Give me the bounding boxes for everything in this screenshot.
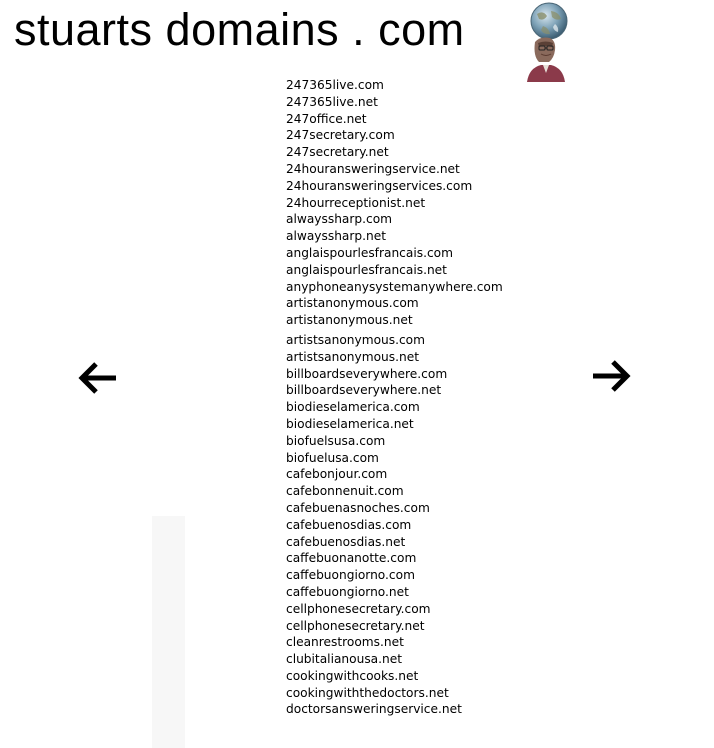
list-item: 247secretary.net (286, 144, 503, 161)
domain-link[interactable]: 247office.net (286, 111, 367, 126)
domain-link[interactable]: cafebonjour.com (286, 467, 388, 482)
domain-link[interactable]: 24hourreceptionist.net (286, 195, 426, 210)
list-item: doctorsansweringservice.net (286, 701, 503, 718)
domain-link[interactable]: biofuelsusa.com (286, 433, 386, 448)
list-item: 247365live.com (286, 77, 503, 94)
list-item: biodieselamerica.net (286, 416, 503, 433)
domain-link[interactable]: cafebuenasnoches.com (286, 500, 430, 515)
list-item: anglaispourlesfrancais.com (286, 245, 503, 262)
globe-on-head-logo (527, 2, 568, 82)
domain-link[interactable]: anglaispourlesfrancais.com (286, 245, 453, 260)
domain-link[interactable]: cleanrestrooms.net (286, 635, 404, 650)
domain-link[interactable]: clubitalianousa.net (286, 652, 403, 667)
domain-link[interactable]: artistanonymous.com (286, 296, 419, 311)
domain-link[interactable]: 247365live.net (286, 94, 378, 109)
list-item: caffebuonanotte.com (286, 550, 503, 567)
domain-link[interactable]: cafebonnenuit.com (286, 484, 404, 499)
list-item: artistanonymous.net (286, 312, 503, 329)
list-item: 247office.net (286, 111, 503, 128)
domain-link[interactable]: cellphonesecretary.net (286, 618, 425, 633)
domain-link[interactable]: anyphoneanysystemanywhere.com (286, 279, 503, 294)
domain-link[interactable]: artistanonymous.net (286, 313, 413, 328)
domain-link[interactable]: alwayssharp.com (286, 212, 393, 227)
domain-link[interactable]: artistsanonymous.net (286, 349, 419, 364)
domain-link[interactable]: caffebuonanotte.com (286, 551, 417, 566)
arrow-right-icon[interactable] (589, 354, 633, 398)
list-item: cafebuenosdias.net (286, 534, 503, 551)
domain-link[interactable]: cookingwiththedoctors.net (286, 685, 449, 700)
list-item: artistanonymous.com (286, 295, 503, 312)
list-item: cookingwiththedoctors.net (286, 685, 503, 702)
list-item: anglaispourlesfrancais.net (286, 262, 503, 279)
background-strip (152, 516, 185, 748)
list-item: cleanrestrooms.net (286, 634, 503, 651)
list-item: cellphonesecretary.net (286, 618, 503, 635)
list-item: billboardseverywhere.net (286, 382, 503, 399)
list-item: 24houransweringservices.com (286, 178, 503, 195)
list-item: biodieselamerica.com (286, 399, 503, 416)
list-item: caffebuongiorno.net (286, 584, 503, 601)
domain-link[interactable]: biodieselamerica.com (286, 400, 420, 415)
domain-link[interactable]: cellphonesecretary.com (286, 601, 431, 616)
list-item: biofuelusa.com (286, 450, 503, 467)
arrow-left-icon[interactable] (76, 356, 120, 400)
domain-list: 247365live.com 247365live.net 247office.… (286, 77, 503, 718)
site-title: stuarts domains . com (14, 4, 465, 55)
list-item: cafebuenosdias.com (286, 517, 503, 534)
list-item: billboardseverywhere.com (286, 366, 503, 383)
list-item: alwayssharp.com (286, 211, 503, 228)
domain-link[interactable]: 247365live.com (286, 78, 384, 92)
list-item: 247365live.net (286, 94, 503, 111)
list-item: cafebonjour.com (286, 466, 503, 483)
domain-link[interactable]: cafebuenosdias.net (286, 534, 406, 549)
domain-link[interactable]: 24houransweringservice.net (286, 161, 460, 176)
domain-link[interactable]: caffebuongiorno.com (286, 568, 415, 583)
domain-link[interactable]: artistsanonymous.com (286, 332, 426, 347)
list-item: anyphoneanysystemanywhere.com (286, 279, 503, 296)
list-item: 247secretary.com (286, 127, 503, 144)
domain-link[interactable]: biodieselamerica.net (286, 416, 414, 431)
list-item: 24hourreceptionist.net (286, 195, 503, 212)
domain-link[interactable]: cookingwithcooks.net (286, 668, 419, 683)
domain-link[interactable]: 24houransweringservices.com (286, 178, 473, 193)
domain-link[interactable]: 247secretary.net (286, 145, 389, 160)
domain-link[interactable]: biofuelusa.com (286, 450, 379, 465)
list-item: clubitalianousa.net (286, 651, 503, 668)
list-item: alwayssharp.net (286, 228, 503, 245)
domain-link[interactable]: 247secretary.com (286, 128, 395, 143)
domain-link[interactable]: caffebuongiorno.net (286, 584, 409, 599)
list-item: artistsanonymous.com (286, 332, 503, 349)
list-item: cafebuenasnoches.com (286, 500, 503, 517)
list-item: artistsanonymous.net (286, 349, 503, 366)
domain-link[interactable]: anglaispourlesfrancais.net (286, 262, 447, 277)
list-item: 24houransweringservice.net (286, 161, 503, 178)
list-item: caffebuongiorno.com (286, 567, 503, 584)
list-item: cookingwithcooks.net (286, 668, 503, 685)
list-item: cafebonnenuit.com (286, 483, 503, 500)
domain-link[interactable]: cafebuenosdias.com (286, 517, 412, 532)
domain-link[interactable]: alwayssharp.net (286, 229, 387, 244)
domain-link[interactable]: billboardseverywhere.net (286, 383, 442, 398)
domain-link[interactable]: billboardseverywhere.com (286, 366, 448, 381)
list-item: biofuelsusa.com (286, 433, 503, 450)
list-item: cellphonesecretary.com (286, 601, 503, 618)
domain-link[interactable]: doctorsansweringservice.net (286, 702, 462, 717)
